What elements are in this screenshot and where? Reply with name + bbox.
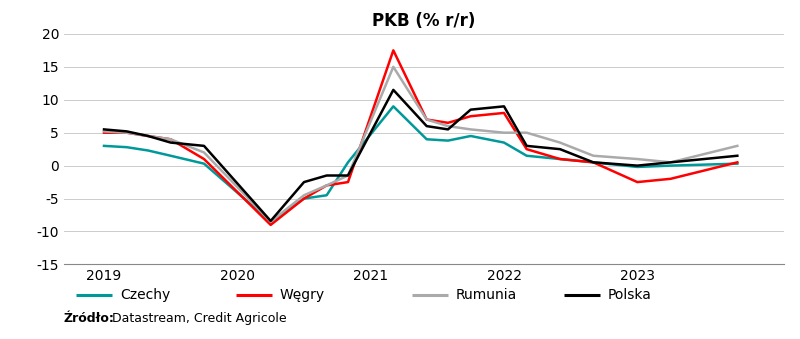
Rumunia [343,174,353,178]
Polska [343,174,353,178]
Węgry [266,223,275,227]
Rumunia [143,134,153,138]
Title: PKB (% r/r): PKB (% r/r) [372,12,476,29]
Rumunia [122,131,131,135]
Czechy [589,160,598,164]
Czechy [389,104,398,108]
Line: Węgry: Węgry [104,51,738,225]
Węgry [733,160,742,164]
Rumunia [299,193,309,197]
Czechy [199,162,209,166]
Rumunia [443,124,453,128]
Line: Rumunia: Rumunia [104,67,738,222]
Węgry [99,131,109,135]
Rumunia [555,141,565,145]
Czechy [466,134,475,138]
Text: Polska: Polska [608,288,652,302]
Węgry [499,111,509,115]
Polska [499,104,509,108]
Polska [633,164,642,168]
Rumunia [422,118,431,122]
Czechy [266,220,275,224]
Węgry [143,134,153,138]
Węgry [389,48,398,53]
Rumunia [322,183,331,187]
Rumunia [466,127,475,132]
Polska [555,147,565,151]
Węgry [166,137,175,141]
Węgry [666,177,675,181]
Czechy [166,154,175,158]
Rumunia [666,160,675,164]
Węgry [299,197,309,201]
Polska [122,129,131,134]
Rumunia [589,154,598,158]
Węgry [466,114,475,118]
Rumunia [733,144,742,148]
Rumunia [499,131,509,135]
Polska [389,88,398,92]
Polska [422,124,431,128]
Czechy [522,154,531,158]
Czechy [666,164,675,168]
Polska [589,160,598,164]
Rumunia [99,129,109,134]
Czechy [443,139,453,143]
Czechy [343,160,353,164]
Węgry [522,147,531,151]
Polska [199,144,209,148]
Węgry [199,157,209,161]
Polska [443,127,453,132]
Czechy [733,162,742,166]
Polska [143,134,153,138]
Rumunia [522,131,531,135]
Czechy [99,144,109,148]
Polska [299,180,309,184]
Czechy [322,193,331,197]
Węgry [343,180,353,184]
Czechy [422,137,431,141]
Czechy [122,145,131,149]
Czechy [633,165,642,169]
Text: Źródło:: Źródło: [64,313,115,325]
Rumunia [389,65,398,69]
Węgry [422,118,431,122]
Polska [733,154,742,158]
Czechy [143,148,153,153]
Text: Datastream, Credit Agricole: Datastream, Credit Agricole [108,313,286,325]
Węgry [589,160,598,164]
Polska [466,107,475,112]
Line: Polska: Polska [104,90,738,221]
Węgry [443,121,453,125]
Rumunia [199,151,209,155]
Czechy [555,157,565,161]
Rumunia [166,137,175,141]
Polska [99,127,109,132]
Polska [322,174,331,178]
Węgry [633,180,642,184]
Text: Czechy: Czechy [120,288,170,302]
Węgry [555,157,565,161]
Polska [266,219,275,223]
Rumunia [633,157,642,161]
Rumunia [266,220,275,224]
Polska [166,141,175,145]
Czechy [299,197,309,201]
Węgry [122,131,131,135]
Line: Czechy: Czechy [104,106,738,222]
Czechy [499,141,509,145]
Polska [666,160,675,164]
Text: Rumunia: Rumunia [456,288,518,302]
Polska [522,144,531,148]
Węgry [322,183,331,187]
Text: Węgry: Węgry [280,288,325,302]
